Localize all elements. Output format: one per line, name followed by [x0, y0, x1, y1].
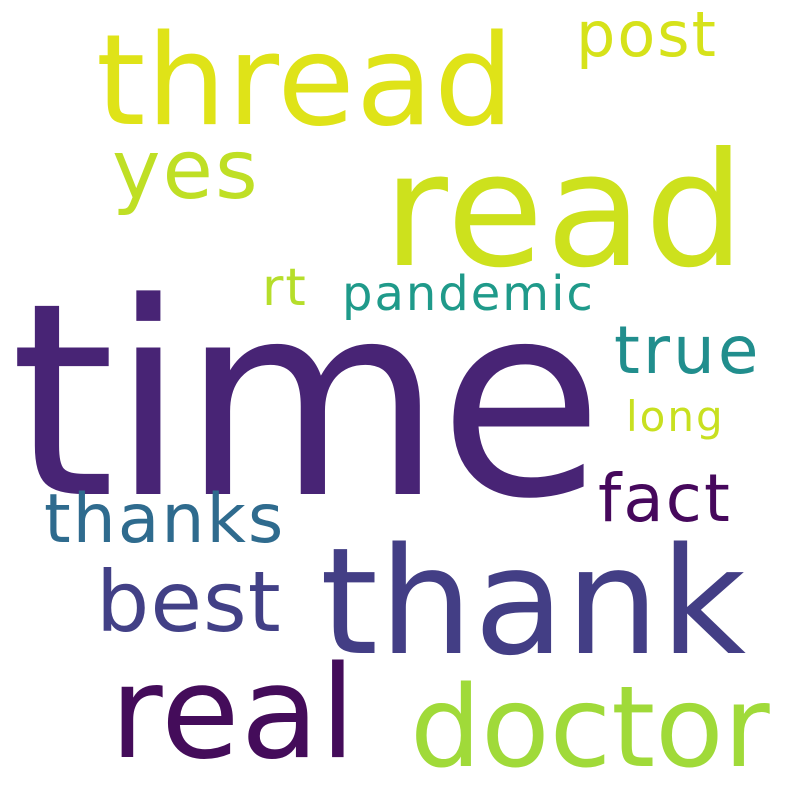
word-fact: fact — [598, 460, 732, 537]
word-true: true — [614, 312, 762, 389]
word-pandemic: pandemic — [342, 266, 595, 322]
word-best: best — [96, 553, 282, 651]
word-time: time — [10, 246, 603, 558]
word-thanks: thanks — [44, 480, 286, 559]
word-yes: yes — [112, 123, 260, 218]
word-thank: thank — [320, 516, 748, 688]
word-thread: thread — [96, 7, 516, 154]
word-read: read — [383, 119, 747, 303]
word-post: post — [576, 0, 718, 71]
word-doctor: doctor — [410, 663, 770, 793]
word-real: real — [110, 639, 357, 788]
word-rt: rt — [262, 258, 308, 318]
word-long: long — [626, 392, 725, 441]
